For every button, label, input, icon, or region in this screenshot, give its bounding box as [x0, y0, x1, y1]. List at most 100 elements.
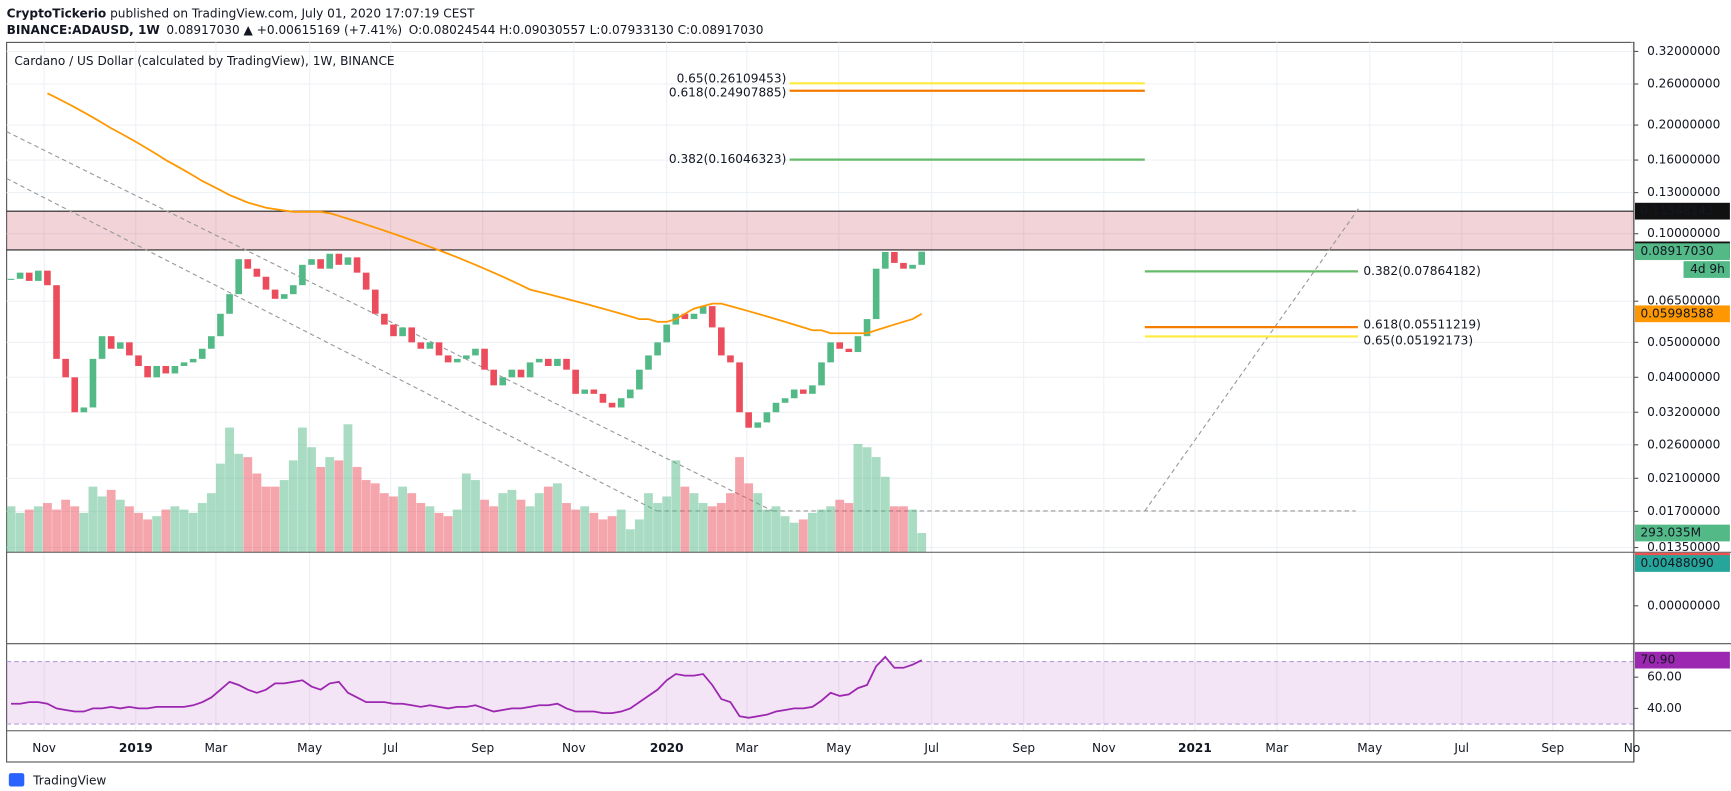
ohlc: O:0.08024544 H:0.09030557 L:0.07933130 C… [409, 23, 764, 37]
chart-layer: 0.65(0.26109453)0.618(0.24907885) 0.382(0… [6, 42, 1634, 731]
volume-bar [206, 493, 216, 553]
volume-bar [507, 489, 517, 553]
volume-bar [270, 486, 280, 553]
volume-bar [516, 499, 526, 553]
volume-bar [316, 466, 326, 553]
candle [463, 355, 470, 359]
volume-bar [753, 493, 763, 553]
volume-bar [844, 503, 854, 553]
x-tick-label: Mar [735, 741, 759, 755]
candle [53, 285, 60, 359]
candle [71, 377, 79, 413]
volume-bar [389, 496, 398, 553]
candle [171, 365, 179, 374]
candle [226, 294, 233, 314]
candle [444, 355, 452, 363]
volume-bar [889, 506, 899, 553]
volume-bar [88, 486, 98, 553]
volume-bar [789, 522, 799, 553]
fib-label: 0.382(0.07864182) [1363, 264, 1480, 278]
candle [308, 259, 315, 265]
y-tick-label: 0.03200000 [1647, 405, 1720, 419]
volume-bar [489, 506, 499, 553]
volume-bar [225, 427, 234, 553]
moving-average [47, 92, 923, 335]
candle [371, 289, 379, 314]
candle [344, 257, 352, 265]
candle [681, 313, 689, 320]
price-tag [1634, 243, 1730, 261]
rsi-tick-label: 60.00 [1647, 670, 1682, 684]
volume-bar [115, 499, 125, 553]
candle [799, 389, 807, 394]
volume-bar [170, 506, 180, 553]
candle [699, 306, 707, 314]
x-tick-label: No [1624, 741, 1640, 755]
volume-bar [188, 512, 198, 553]
candle [135, 355, 142, 366]
candle [790, 389, 798, 399]
fib-label: 0.618(0.24907885) [669, 85, 786, 99]
volume-bar [562, 503, 571, 553]
candle [289, 285, 297, 295]
volume-bar [134, 512, 143, 553]
x-tick-label: Jul [923, 741, 939, 755]
fib-label: 0.65(0.05192173) [1363, 333, 1473, 347]
candle [535, 358, 543, 363]
candle [736, 362, 743, 413]
volume-bar [398, 486, 408, 553]
candle [198, 348, 206, 359]
candle [80, 407, 88, 413]
volume-bar [197, 503, 207, 553]
candle [872, 268, 880, 320]
candle [353, 257, 361, 273]
volume-bar [33, 506, 43, 553]
y-tick-label: 0.06500000 [1647, 294, 1720, 308]
x-tick-label: 2021 [1178, 741, 1212, 755]
candle [217, 313, 224, 337]
candle [854, 336, 862, 353]
volume-bar [97, 496, 107, 553]
symbol-line: BINANCE:ADAUSD, 1W 0.08917030 ▲ +0.006151… [7, 23, 764, 37]
trend-line [6, 131, 774, 512]
candle [563, 358, 570, 370]
y-tick-label: 0.10000000 [1647, 226, 1720, 240]
candle [35, 270, 42, 281]
volume-bar [279, 480, 289, 553]
volume-bar [899, 506, 908, 553]
volume-bar [552, 483, 562, 553]
candle [299, 264, 306, 286]
candle [44, 270, 51, 286]
candle [390, 324, 397, 337]
price-tag-label: 70.90 [1640, 653, 1675, 667]
candle [654, 342, 661, 356]
volume-bar [534, 493, 544, 553]
volume-bar [352, 466, 362, 553]
candle [16, 272, 24, 279]
volume-bar [862, 447, 872, 553]
volume-bar [288, 460, 298, 553]
x-tick-label: Sep [471, 741, 494, 755]
volume-bar [52, 509, 61, 553]
volume-bar [307, 447, 316, 553]
candle [708, 306, 716, 328]
y-tick-label: 0.32000000 [1647, 44, 1720, 58]
volume-bar [671, 460, 681, 553]
volume-bar [698, 503, 708, 553]
header-line: CryptoTickerio published on TradingView.… [7, 6, 475, 20]
volume-bar [261, 486, 271, 553]
price-tag [1634, 305, 1730, 323]
volume-bar [252, 473, 262, 553]
fib-label: 0.382(0.16046323) [669, 152, 786, 166]
x-tick-label: Nov [562, 741, 586, 755]
volume-bar [807, 512, 817, 553]
price-tag [1634, 202, 1730, 220]
volume-bar [443, 516, 453, 553]
volume-bar [616, 509, 626, 553]
x-tick-label: 2019 [119, 741, 153, 755]
volume-bar [6, 506, 16, 553]
countdown-tag [1683, 261, 1730, 278]
volume-bar [343, 424, 353, 553]
symbol: BINANCE:ADAUSD, 1W [7, 23, 161, 37]
y-tick-label: 0.13000000 [1647, 185, 1720, 199]
